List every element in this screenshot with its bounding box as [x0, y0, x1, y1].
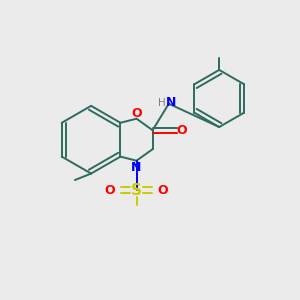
Text: O: O — [177, 124, 188, 137]
Text: O: O — [131, 107, 142, 120]
Text: O: O — [105, 184, 115, 196]
Text: N: N — [131, 161, 141, 174]
Text: N: N — [166, 96, 176, 109]
Text: H: H — [158, 98, 166, 107]
Text: S: S — [131, 183, 142, 198]
Text: O: O — [158, 184, 168, 196]
